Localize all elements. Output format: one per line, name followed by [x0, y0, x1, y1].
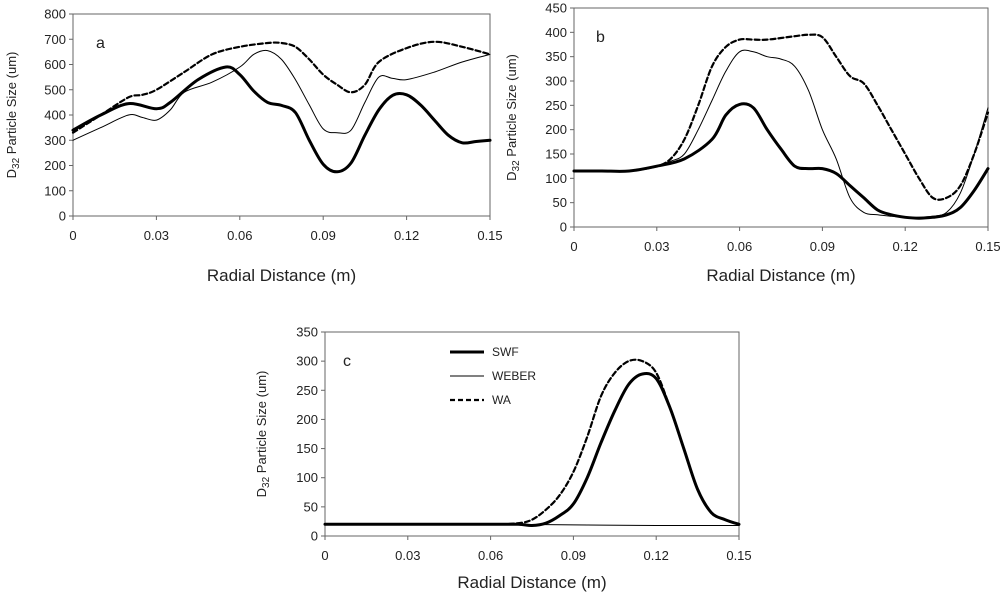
series-line-weber: [573, 49, 989, 218]
y-tick-label: 600: [44, 57, 66, 72]
x-axis-label: Radial Distance (m): [457, 573, 606, 592]
x-axis-label: Radial Distance (m): [207, 266, 356, 285]
series-line-swf: [71, 65, 492, 174]
legend: SWF WEBER WA: [450, 345, 536, 407]
x-tick-label: 0.12: [893, 239, 918, 254]
x-tick-label: 0.06: [727, 239, 752, 254]
plot-frame: [324, 331, 740, 537]
y-axis-label: D32 Particle Size (um): [504, 54, 522, 181]
panel-annotation: c: [343, 353, 351, 370]
series-line-wa: [71, 40, 492, 134]
series-line-swf: [572, 102, 990, 220]
y-tick-label: 100: [545, 171, 567, 186]
y-tick-label: 100: [296, 470, 318, 485]
x-tick-label: 0.09: [311, 228, 336, 243]
y-tick-label: 50: [553, 195, 567, 210]
y-tick-label: 400: [44, 108, 66, 123]
y-tick-label: 150: [545, 147, 567, 162]
y-tick-label: 500: [44, 82, 66, 97]
x-tick-label: 0.12: [394, 228, 419, 243]
x-tick-label: 0.03: [644, 239, 669, 254]
y-tick-label: 50: [304, 499, 318, 514]
x-tick-label: 0.09: [561, 548, 586, 563]
y-tick-label: 700: [44, 32, 66, 47]
series-line-weber: [72, 49, 491, 141]
chart-panel-c: 0 50 100 150 200 250 300 350 0 0.03 0.06 0.09 0.12 0.…: [254, 325, 752, 593]
y-tick-label: 250: [545, 98, 567, 113]
x-tick-label: 0.06: [227, 228, 252, 243]
chart-panel-b: 0 50 100 150 200 250 300 350 400 450 0 0.03 0.06 0.09…: [504, 1, 1000, 286]
legend-entry-wa: WA: [492, 393, 511, 407]
x-tick-label: 0.15: [975, 239, 1000, 254]
y-tick-label: 0: [560, 220, 567, 235]
x-tick-label: 0.03: [395, 548, 420, 563]
x-axis-label: Radial Distance (m): [706, 266, 855, 285]
series-line-swf: [323, 372, 741, 528]
series-line-wa: [323, 358, 741, 526]
y-tick-label: 0: [59, 209, 66, 224]
x-tick-label: 0.06: [478, 548, 503, 563]
y-tick-label: 300: [296, 354, 318, 369]
x-tick-label: 0.12: [644, 548, 669, 563]
x-tick-label: 0: [570, 239, 577, 254]
x-tick-label: 0.15: [477, 228, 502, 243]
chart-panel-a: 0 100 200 300 400 500 600 700 800 0 0.03 0.06 0.09 0.…: [4, 7, 503, 286]
x-tick-label: 0.03: [144, 228, 169, 243]
x-tick-label: 0.09: [810, 239, 835, 254]
y-tick-label: 0: [311, 529, 318, 544]
y-tick-label: 400: [545, 25, 567, 40]
y-tick-label: 350: [545, 49, 567, 64]
series-line-wa: [572, 33, 990, 201]
y-tick-label: 200: [296, 412, 318, 427]
y-tick-label: 150: [296, 441, 318, 456]
y-tick-label: 450: [545, 1, 567, 16]
panel-annotation: b: [596, 29, 605, 46]
x-tick-label: 0.15: [726, 548, 751, 563]
y-tick-label: 300: [44, 133, 66, 148]
y-tick-label: 100: [44, 183, 66, 198]
x-tick-label: 0: [69, 228, 76, 243]
y-tick-label: 800: [44, 7, 66, 22]
panel-annotation: a: [96, 35, 105, 52]
y-tick-label: 300: [545, 74, 567, 89]
y-axis-label: D32 Particle Size (um): [4, 52, 22, 179]
plot-frame: [573, 7, 989, 228]
y-tick-label: 350: [296, 325, 318, 340]
x-tick-label: 0: [321, 548, 328, 563]
y-axis-label: D32 Particle Size (um): [254, 371, 272, 498]
legend-entry-swf: SWF: [492, 345, 519, 359]
y-tick-label: 250: [296, 383, 318, 398]
y-tick-label: 200: [44, 158, 66, 173]
legend-entry-weber: WEBER: [492, 369, 536, 383]
y-tick-label: 200: [545, 122, 567, 137]
